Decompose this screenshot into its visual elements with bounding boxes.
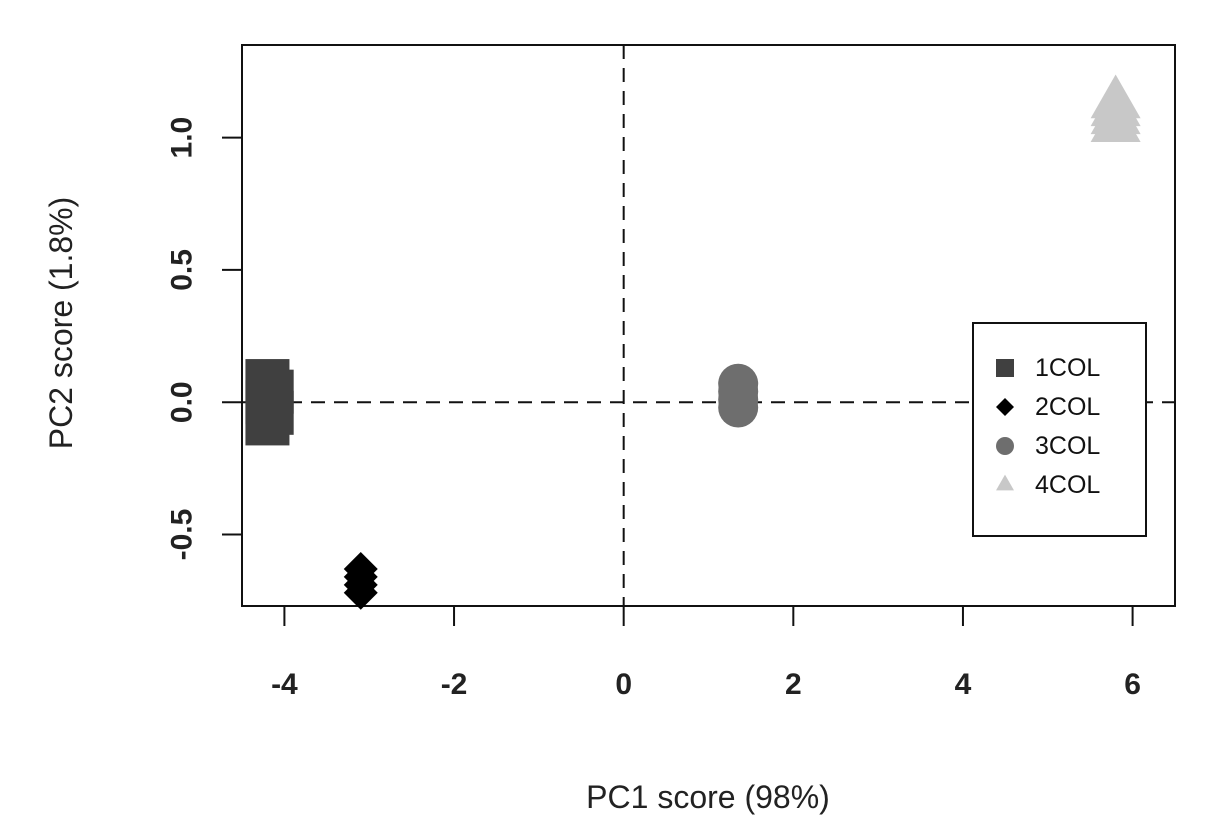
point-2col <box>343 575 378 610</box>
x-tick-label: 0 <box>615 668 632 701</box>
plot-area <box>241 44 1176 607</box>
x-tick-label: 6 <box>1124 668 1141 701</box>
point-1col <box>245 401 290 446</box>
y-axis: -0.5 0.0 0.5 1.0 <box>166 117 242 561</box>
x-tick-label: -2 <box>441 668 468 701</box>
legend-label-3col: 3COL <box>1035 432 1100 460</box>
point-3col <box>718 387 759 428</box>
y-axis-title: PC2 score (1.8%) <box>43 197 79 450</box>
legend-marker-1col <box>996 359 1014 377</box>
point-4col <box>1090 98 1141 143</box>
y-tick-label: 1.0 <box>166 117 199 159</box>
legend-box <box>972 322 1147 537</box>
legend-label-2col: 2COL <box>1035 393 1100 421</box>
legend-marker-4col <box>996 474 1014 491</box>
data-points <box>245 74 1141 610</box>
y-tick-label: -0.5 <box>166 509 199 561</box>
legend-marker-2col <box>996 398 1014 416</box>
legend: 1COL 2COL 3COL 4COL <box>972 322 1147 537</box>
legend-label-4col: 4COL <box>1035 471 1100 499</box>
legend-label-1col: 1COL <box>1035 354 1100 382</box>
x-tick-label: -4 <box>271 668 298 701</box>
x-tick-label: 2 <box>785 668 802 701</box>
plot-frame <box>241 44 1176 607</box>
x-axis: -4 -2 0 2 4 6 <box>271 606 1141 701</box>
y-tick-label: 0.0 <box>166 381 199 423</box>
legend-marker-3col <box>996 437 1014 455</box>
y-tick-label: 0.5 <box>166 249 199 291</box>
x-axis-title: PC1 score (98%) <box>586 779 830 815</box>
reference-lines <box>242 45 1175 606</box>
x-tick-label: 4 <box>955 668 972 701</box>
